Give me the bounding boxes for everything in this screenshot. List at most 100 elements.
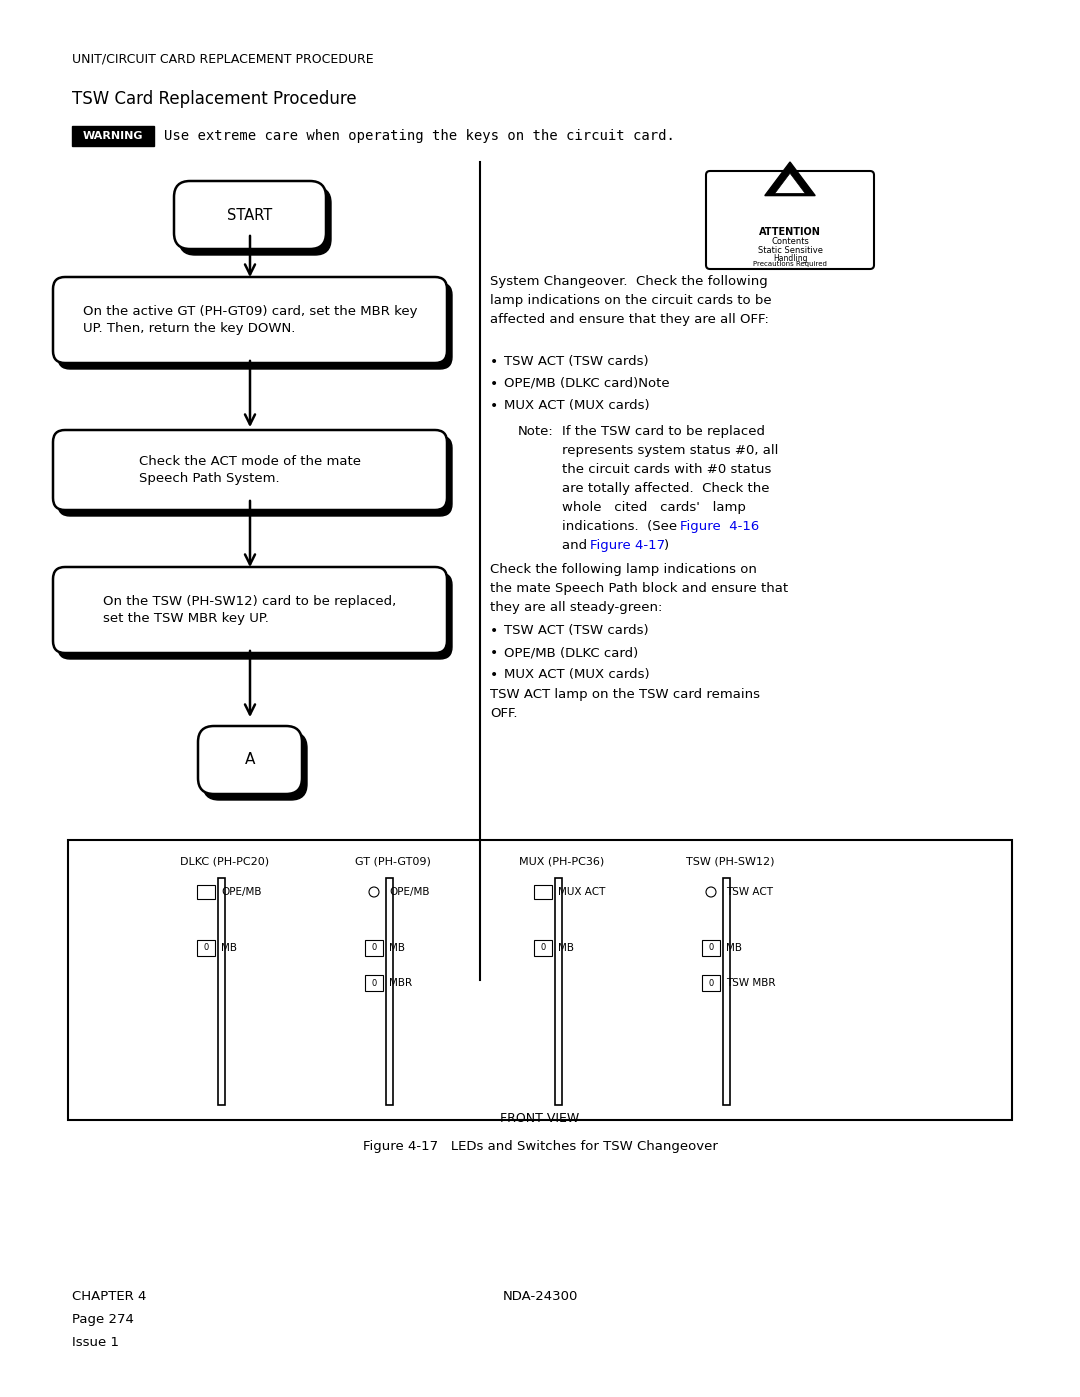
Circle shape bbox=[369, 887, 379, 897]
Bar bbox=[218, 877, 225, 1105]
FancyBboxPatch shape bbox=[179, 187, 330, 256]
Text: 0: 0 bbox=[708, 943, 714, 953]
Text: Figure  4-16: Figure 4-16 bbox=[680, 520, 759, 534]
Text: the circuit cards with #0 status: the circuit cards with #0 status bbox=[562, 462, 771, 476]
Text: MBR: MBR bbox=[389, 978, 413, 988]
Text: Check the following lamp indications on: Check the following lamp indications on bbox=[490, 563, 757, 576]
Text: and: and bbox=[562, 539, 592, 552]
Bar bbox=[197, 940, 215, 956]
Text: OPE/MB (DLKC card)Note: OPE/MB (DLKC card)Note bbox=[504, 377, 670, 390]
Text: lamp indications on the circuit cards to be: lamp indications on the circuit cards to… bbox=[490, 293, 771, 307]
Text: ): ) bbox=[664, 539, 670, 552]
Text: •: • bbox=[490, 400, 498, 414]
Text: A: A bbox=[245, 753, 255, 767]
Text: TSW ACT (TSW cards): TSW ACT (TSW cards) bbox=[504, 624, 649, 637]
Text: WARNING: WARNING bbox=[83, 131, 144, 141]
Polygon shape bbox=[765, 162, 815, 196]
Text: START: START bbox=[228, 208, 272, 222]
Text: Figure 4-17: Figure 4-17 bbox=[590, 539, 665, 552]
Text: UNIT/CIRCUIT CARD REPLACEMENT PROCEDURE: UNIT/CIRCUIT CARD REPLACEMENT PROCEDURE bbox=[72, 52, 374, 66]
Text: MUX ACT: MUX ACT bbox=[558, 887, 606, 897]
Text: affected and ensure that they are all OFF:: affected and ensure that they are all OF… bbox=[490, 313, 769, 326]
Text: Check the ACT mode of the mate
Speech Path System.: Check the ACT mode of the mate Speech Pa… bbox=[139, 455, 361, 485]
Text: Page 274: Page 274 bbox=[72, 1313, 134, 1326]
FancyBboxPatch shape bbox=[203, 732, 307, 800]
Text: •: • bbox=[490, 377, 498, 391]
Bar bbox=[72, 126, 154, 147]
FancyBboxPatch shape bbox=[198, 726, 302, 793]
Text: TSW MBR: TSW MBR bbox=[726, 978, 775, 988]
Text: FRONT VIEW: FRONT VIEW bbox=[500, 1112, 580, 1125]
Text: TSW ACT (TSW cards): TSW ACT (TSW cards) bbox=[504, 355, 649, 367]
Text: OFF.: OFF. bbox=[490, 707, 517, 719]
Bar bbox=[702, 940, 720, 956]
Text: On the active GT (PH-GT09) card, set the MBR key
UP. Then, return the key DOWN.: On the active GT (PH-GT09) card, set the… bbox=[83, 305, 417, 335]
Text: ATTENTION: ATTENTION bbox=[759, 226, 821, 237]
Text: MB: MB bbox=[221, 943, 237, 953]
Text: whole   cited   cards'   lamp: whole cited cards' lamp bbox=[562, 502, 746, 514]
Text: MB: MB bbox=[558, 943, 573, 953]
Text: OPE/MB (DLKC card): OPE/MB (DLKC card) bbox=[504, 645, 638, 659]
Text: 0: 0 bbox=[372, 943, 377, 953]
FancyBboxPatch shape bbox=[53, 430, 447, 510]
Text: the mate Speech Path block and ensure that: the mate Speech Path block and ensure th… bbox=[490, 583, 788, 595]
Text: NDA-24300: NDA-24300 bbox=[502, 1289, 578, 1303]
Text: MB: MB bbox=[726, 943, 742, 953]
Text: MUX ACT (MUX cards): MUX ACT (MUX cards) bbox=[504, 668, 650, 680]
FancyBboxPatch shape bbox=[53, 567, 447, 652]
Bar bbox=[555, 877, 562, 1105]
Text: TSW Card Replacement Procedure: TSW Card Replacement Procedure bbox=[72, 89, 356, 108]
Text: Static Sensitive: Static Sensitive bbox=[757, 246, 823, 256]
Text: Figure 4-17   LEDs and Switches for TSW Changeover: Figure 4-17 LEDs and Switches for TSW Ch… bbox=[363, 1140, 717, 1153]
FancyBboxPatch shape bbox=[58, 573, 453, 659]
Text: MB: MB bbox=[389, 943, 405, 953]
FancyBboxPatch shape bbox=[53, 277, 447, 363]
FancyBboxPatch shape bbox=[58, 284, 453, 369]
Text: Handling: Handling bbox=[773, 254, 807, 263]
Text: 0: 0 bbox=[372, 978, 377, 988]
FancyBboxPatch shape bbox=[174, 182, 326, 249]
FancyBboxPatch shape bbox=[706, 170, 874, 270]
Text: Precautions Required: Precautions Required bbox=[753, 261, 827, 267]
Text: are totally affected.  Check the: are totally affected. Check the bbox=[562, 482, 769, 495]
Text: Issue 1: Issue 1 bbox=[72, 1336, 119, 1350]
Bar bbox=[702, 975, 720, 990]
Text: Contents: Contents bbox=[771, 237, 809, 246]
Text: they are all steady-green:: they are all steady-green: bbox=[490, 601, 662, 615]
Text: DLKC (PH-PC20): DLKC (PH-PC20) bbox=[180, 856, 270, 868]
Text: 0: 0 bbox=[540, 943, 545, 953]
Text: represents system status #0, all: represents system status #0, all bbox=[562, 444, 779, 457]
Text: OPE/MB: OPE/MB bbox=[389, 887, 430, 897]
Text: CHAPTER 4: CHAPTER 4 bbox=[72, 1289, 147, 1303]
Text: 0: 0 bbox=[708, 978, 714, 988]
Text: GT (PH-GT09): GT (PH-GT09) bbox=[355, 856, 431, 868]
Text: •: • bbox=[490, 355, 498, 369]
Text: •: • bbox=[490, 668, 498, 682]
Text: MUX (PH-PC36): MUX (PH-PC36) bbox=[519, 856, 605, 868]
Bar bbox=[534, 886, 552, 900]
Bar bbox=[365, 975, 383, 990]
Text: Use extreme care when operating the keys on the circuit card.: Use extreme care when operating the keys… bbox=[164, 129, 675, 142]
FancyBboxPatch shape bbox=[58, 436, 453, 515]
Text: •: • bbox=[490, 624, 498, 638]
Bar bbox=[723, 877, 730, 1105]
Text: TSW (PH-SW12): TSW (PH-SW12) bbox=[686, 856, 774, 868]
Circle shape bbox=[706, 887, 716, 897]
Bar bbox=[534, 940, 552, 956]
Text: TSW ACT lamp on the TSW card remains: TSW ACT lamp on the TSW card remains bbox=[490, 687, 760, 701]
Text: indications.  (See: indications. (See bbox=[562, 520, 677, 534]
Text: On the TSW (PH-SW12) card to be replaced,
set the TSW MBR key UP.: On the TSW (PH-SW12) card to be replaced… bbox=[104, 595, 396, 624]
Text: 0: 0 bbox=[203, 943, 208, 953]
Text: System Changeover.  Check the following: System Changeover. Check the following bbox=[490, 275, 768, 288]
Text: •: • bbox=[490, 645, 498, 659]
Text: Note:: Note: bbox=[518, 425, 554, 439]
Bar bbox=[365, 940, 383, 956]
Text: TSW ACT: TSW ACT bbox=[726, 887, 773, 897]
Polygon shape bbox=[774, 173, 805, 193]
Bar bbox=[386, 877, 393, 1105]
Bar bbox=[68, 840, 1012, 1120]
Text: MUX ACT (MUX cards): MUX ACT (MUX cards) bbox=[504, 400, 650, 412]
Text: OPE/MB: OPE/MB bbox=[221, 887, 261, 897]
Text: If the TSW card to be replaced: If the TSW card to be replaced bbox=[562, 425, 765, 439]
Bar bbox=[197, 886, 215, 900]
